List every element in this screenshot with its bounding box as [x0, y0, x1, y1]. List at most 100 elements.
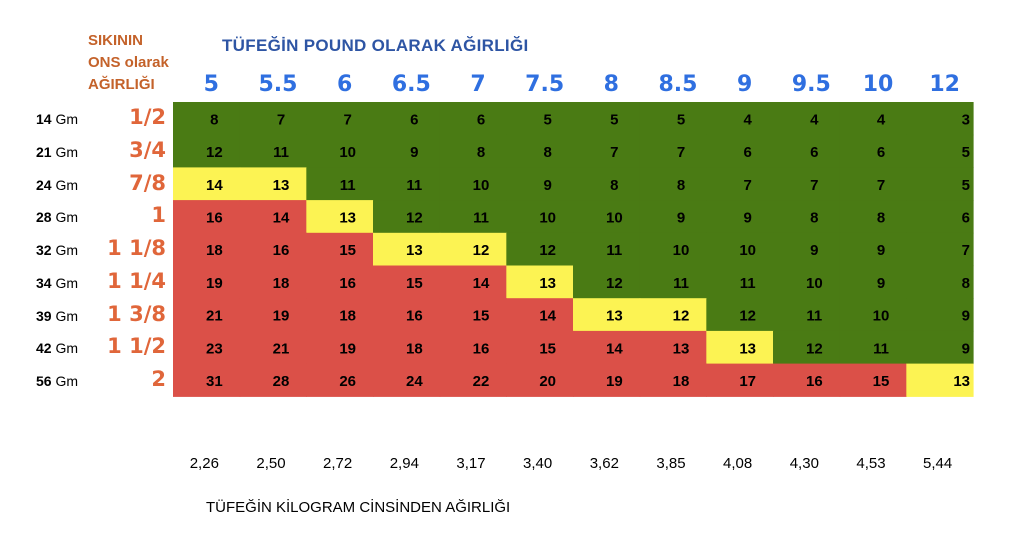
cell-value: 13	[339, 209, 356, 226]
table-cell	[239, 265, 307, 299]
gram-value: 34	[36, 274, 52, 291]
table-cell	[239, 298, 307, 332]
table-cell	[306, 200, 374, 234]
top-title: TÜFEĞİN POUND OLARAK AĞIRLIĞI	[222, 36, 529, 55]
table-cell	[173, 102, 241, 136]
table-cell	[573, 330, 641, 365]
cell-value: 15	[873, 373, 890, 390]
cell-value: 5	[543, 111, 551, 128]
table-cell	[173, 265, 241, 299]
table-cell	[639, 363, 707, 397]
cell-value: 19	[206, 275, 223, 292]
cell-value: 16	[806, 373, 823, 390]
cell-value: 14	[273, 209, 290, 226]
table-cell	[573, 200, 641, 234]
cell-value: 10	[873, 308, 890, 325]
cell-value: 8	[877, 209, 885, 226]
table-cell	[906, 265, 974, 299]
table-cell	[839, 102, 907, 136]
cell-value: 13	[273, 177, 290, 194]
table-cell	[706, 167, 774, 201]
cell-value: 6	[743, 144, 751, 161]
pound-header: 8.5	[658, 72, 698, 97]
cell-value: 9	[743, 209, 751, 226]
table-cell	[439, 298, 507, 332]
gram-label: 21 Gm	[36, 144, 78, 160]
cell-value: 6	[877, 144, 885, 161]
cell-value: 11	[673, 275, 689, 292]
table-cell	[773, 363, 841, 397]
cell-value: 21	[273, 340, 290, 357]
pound-header: 7.5	[525, 72, 565, 97]
cell-value: 9	[677, 209, 685, 226]
pound-header: 5	[203, 72, 219, 97]
cell-value: 8	[477, 144, 485, 161]
gram-label: 32 Gm	[36, 242, 78, 258]
bottom-title: TÜFEĞİN KİLOGRAM CİNSİNDEN AĞIRLIĞI	[206, 499, 511, 516]
kilogram-label: 2,50	[256, 455, 286, 472]
cell-value: 14	[539, 308, 556, 325]
table-cell	[439, 102, 507, 136]
gram-unit: Gm	[51, 242, 79, 259]
pound-header: 9.5	[791, 72, 831, 97]
cell-value: 7	[877, 177, 885, 194]
table-cell	[773, 232, 841, 267]
table-cell	[373, 102, 441, 136]
cell-value: 3	[962, 111, 970, 128]
gram-label: 42 Gm	[36, 340, 78, 356]
cell-value: 13	[739, 340, 756, 357]
gram-value: 24	[36, 176, 52, 193]
cell-value: 12	[673, 308, 690, 325]
gram-unit: Gm	[51, 111, 79, 128]
cell-value: 16	[406, 308, 423, 325]
table-cell	[906, 200, 974, 234]
cell-value: 31	[206, 373, 223, 390]
table-cell	[706, 330, 774, 365]
cell-value: 13	[673, 340, 690, 357]
pound-header: 10	[862, 72, 894, 97]
cell-value: 10	[339, 144, 356, 161]
ounce-label: 7/8	[129, 170, 166, 195]
ounce-label: 1 3/8	[107, 301, 166, 326]
cell-value: 12	[206, 144, 223, 161]
table-cell	[173, 200, 241, 234]
table-cell	[306, 265, 374, 299]
table-cell	[573, 102, 641, 136]
cell-value: 13	[606, 308, 623, 325]
table-cell	[306, 330, 374, 365]
cell-value: 7	[610, 144, 618, 161]
table-cell	[506, 134, 574, 168]
cell-value: 6	[810, 144, 818, 161]
gram-unit: Gm	[51, 340, 79, 357]
table-cell	[706, 134, 774, 168]
cell-value: 8	[610, 177, 618, 194]
table-cell	[773, 134, 841, 168]
table-cell	[173, 298, 241, 332]
table-cell	[306, 102, 374, 136]
cell-value: 15	[339, 242, 356, 259]
table-cell	[906, 232, 974, 267]
cell-value: 14	[206, 177, 223, 194]
cell-value: 8	[210, 111, 218, 128]
table-cell	[773, 265, 841, 299]
table-cell	[506, 298, 574, 332]
kilogram-label: 2,72	[323, 455, 353, 472]
table-cell	[373, 298, 441, 332]
cell-value: 10	[673, 242, 690, 259]
gram-label: 56 Gm	[36, 373, 78, 389]
table-cell	[573, 167, 641, 201]
cell-value: 28	[273, 373, 290, 390]
table-cell	[239, 330, 307, 365]
cell-value: 4	[810, 111, 819, 128]
cell-value: 12	[406, 209, 423, 226]
cell-value: 19	[339, 340, 356, 357]
corner-label-line-1: SIKININ	[88, 32, 144, 49]
table-cell	[439, 330, 507, 365]
table-cell	[706, 200, 774, 234]
gram-unit: Gm	[51, 176, 79, 193]
cell-value: 7	[343, 111, 351, 128]
table-cell	[373, 167, 441, 201]
cell-value: 10	[806, 275, 823, 292]
table-cell	[373, 232, 441, 267]
cell-value: 11	[473, 209, 489, 226]
